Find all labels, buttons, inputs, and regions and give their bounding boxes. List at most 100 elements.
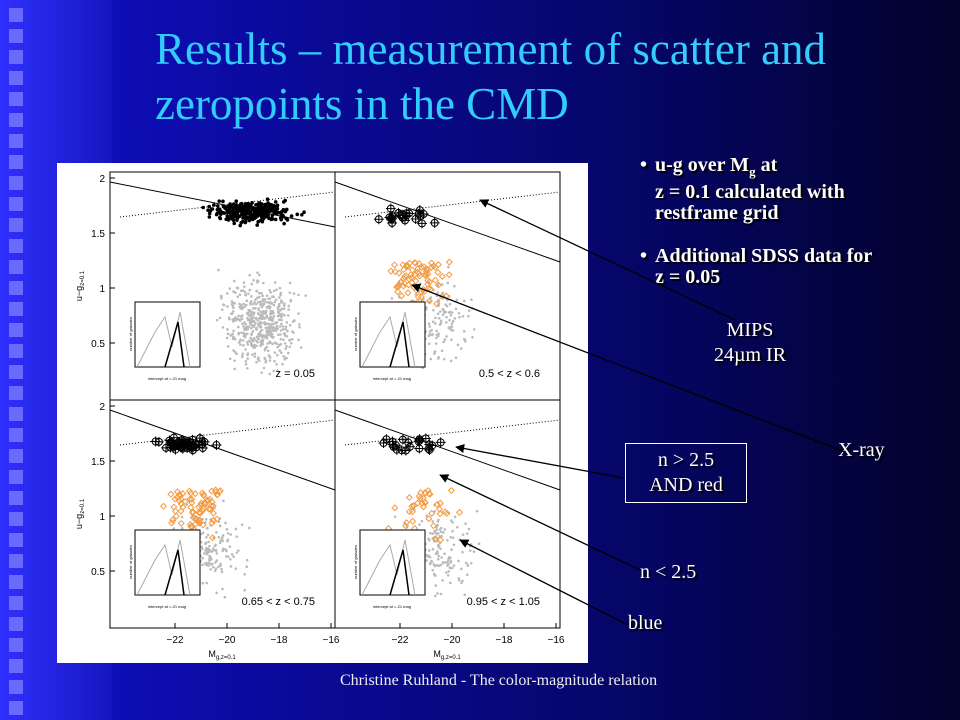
scatter-dot	[279, 212, 284, 216]
scatter-dot	[304, 294, 307, 297]
x-axis-label: Mg,z=0.1	[208, 649, 236, 661]
scatter-dot	[221, 547, 225, 551]
scatter-dot	[207, 204, 212, 209]
scatter-dot	[244, 328, 247, 332]
strip-square	[9, 470, 23, 484]
scatter-dot	[428, 333, 432, 336]
diamond-marker	[175, 497, 183, 505]
scatter-dot	[433, 594, 437, 598]
strip-square	[9, 386, 23, 400]
scatter-dot	[418, 523, 421, 526]
scatter-dot	[470, 306, 474, 310]
scatter-dot	[449, 535, 453, 539]
scatter-dot	[206, 526, 209, 530]
scatter-dot	[232, 290, 235, 293]
scatter-dot	[208, 209, 213, 213]
scatter-dot	[458, 315, 461, 319]
scatter-dot	[445, 315, 448, 319]
inset-label: intercept at =-21 mag	[148, 604, 186, 609]
scatter-dot	[217, 199, 222, 203]
scatter-dot	[262, 281, 265, 285]
scatter-dot	[217, 268, 220, 272]
diamond-marker	[181, 497, 189, 506]
scatter-dot	[463, 539, 466, 543]
scatter-dot	[284, 347, 288, 351]
scatter-dot	[268, 356, 272, 359]
scatter-dot	[233, 337, 237, 341]
scatter-dot	[260, 202, 264, 206]
scatter-dot	[244, 363, 248, 366]
scatter-dot	[231, 332, 234, 336]
strip-square	[9, 638, 23, 652]
diamond-marker	[402, 519, 410, 527]
scatter-dot	[235, 286, 239, 290]
scatter-dot	[453, 515, 457, 519]
scatter-dot	[444, 303, 447, 307]
scatter-dot	[249, 323, 253, 326]
scatter-dot	[463, 299, 466, 303]
scatter-dot	[454, 307, 458, 311]
scatter-dot	[265, 337, 269, 340]
scatter-dot	[447, 570, 451, 573]
diamond-marker	[431, 276, 439, 284]
crosshair-marker	[173, 437, 184, 448]
scatter-dot	[272, 295, 275, 299]
scatter-dot	[253, 352, 257, 355]
fit-line	[344, 419, 561, 446]
strip-square	[9, 659, 23, 673]
scatter-dot	[260, 216, 265, 221]
bullet: • u-g over Mg at z = 0.1 calculated with r…	[640, 154, 845, 224]
inset-hist	[136, 311, 191, 368]
scatter-dot	[256, 271, 259, 274]
scatter-dot	[260, 305, 264, 309]
annotation: n < 2.5	[640, 561, 697, 583]
scatter-dot	[201, 547, 204, 551]
scatter-dot	[273, 200, 278, 204]
scatter-dot	[240, 523, 244, 526]
y-tick-label: 2	[99, 174, 105, 185]
scatter-dot	[453, 317, 457, 320]
scatter-dot	[452, 543, 456, 547]
scatter-dot	[243, 290, 247, 294]
scatter-dot	[449, 327, 452, 330]
scatter-dot	[427, 322, 431, 325]
strip-square	[9, 281, 23, 295]
scatter-dot	[285, 321, 289, 324]
scatter-dot	[477, 542, 481, 546]
scatter-dot	[229, 334, 232, 337]
slide-title: Results – measurement of scatter and zer…	[155, 24, 827, 129]
scatter-dot	[251, 329, 255, 333]
scatter-dot	[213, 569, 217, 573]
scatter-dot	[268, 312, 272, 316]
scatter-dot	[272, 289, 276, 293]
strip-square	[9, 113, 23, 127]
scatter-dot	[237, 332, 240, 336]
scatter-dot	[420, 519, 424, 523]
scatter-dot	[241, 314, 244, 317]
scatter-dot	[256, 312, 260, 315]
scatter-dot	[201, 581, 205, 585]
scatter-dot	[451, 319, 455, 323]
strip-square	[9, 176, 23, 190]
scatter-dot	[448, 581, 452, 585]
diamond-marker	[425, 515, 433, 523]
inset-hist	[164, 549, 185, 596]
scatter-dot	[434, 584, 438, 587]
scatter-dot	[268, 202, 272, 207]
label-sub: z=0.1	[80, 498, 86, 514]
diamond-marker	[408, 266, 416, 274]
strip-square	[9, 239, 23, 253]
scatter-dot	[256, 219, 260, 224]
diamond-marker	[447, 486, 455, 495]
scatter-dot	[297, 312, 300, 315]
diamond-marker	[198, 489, 206, 497]
scatter-dot	[280, 351, 283, 355]
scatter-dot	[282, 307, 286, 310]
scatter-dot	[241, 212, 246, 217]
diamond-marker	[160, 502, 168, 510]
y-tick-label: 2	[99, 402, 105, 413]
scatter-dot	[289, 214, 294, 218]
scatter-dot	[257, 356, 260, 360]
scatter-dot	[225, 555, 228, 558]
